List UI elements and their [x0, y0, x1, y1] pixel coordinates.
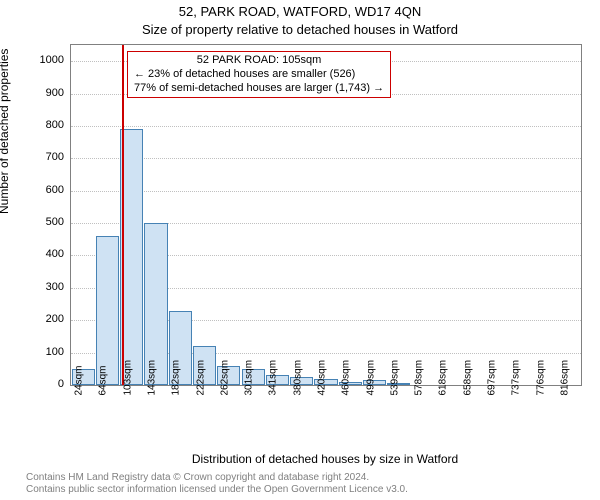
- info-box-line: 77% of semi-detached houses are larger (…: [134, 82, 384, 96]
- y-tick-label: 0: [0, 378, 64, 390]
- y-tick-label: 400: [0, 248, 64, 260]
- chart-subtitle: Size of property relative to detached ho…: [0, 22, 600, 37]
- attribution-footer: Contains HM Land Registry data © Crown c…: [26, 472, 408, 496]
- y-tick-label: 100: [0, 346, 64, 358]
- y-tick-label: 300: [0, 281, 64, 293]
- histogram-bar: [96, 236, 119, 385]
- gridline: [71, 191, 581, 192]
- histogram-chart: 52 PARK ROAD: 105sqm← 23% of detached ho…: [70, 44, 582, 386]
- property-marker-line: [122, 45, 124, 385]
- gridline: [71, 158, 581, 159]
- y-tick-label: 500: [0, 216, 64, 228]
- y-tick-label: 600: [0, 184, 64, 196]
- property-info-box: 52 PARK ROAD: 105sqm← 23% of detached ho…: [127, 51, 391, 98]
- y-tick-label: 700: [0, 151, 64, 163]
- footer-line-2: Contains public sector information licen…: [26, 484, 408, 496]
- footer-line-1: Contains HM Land Registry data © Crown c…: [26, 472, 408, 484]
- page-title: 52, PARK ROAD, WATFORD, WD17 4QN: [0, 4, 600, 19]
- y-tick-label: 900: [0, 87, 64, 99]
- y-tick-label: 1000: [0, 54, 64, 66]
- gridline: [71, 126, 581, 127]
- x-axis-label: Distribution of detached houses by size …: [70, 452, 580, 466]
- info-box-line: ← 23% of detached houses are smaller (52…: [134, 68, 384, 82]
- y-tick-label: 800: [0, 119, 64, 131]
- info-box-line: 52 PARK ROAD: 105sqm: [134, 54, 384, 68]
- y-tick-label: 200: [0, 313, 64, 325]
